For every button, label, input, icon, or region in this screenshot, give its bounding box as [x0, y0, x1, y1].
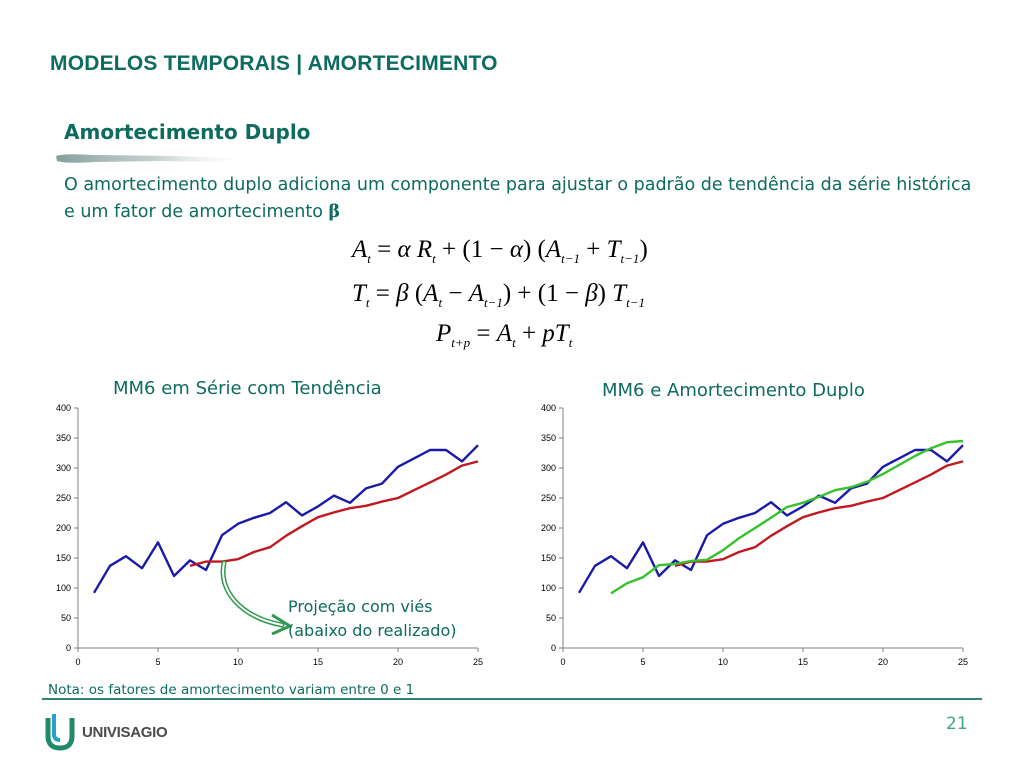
footnote: Nota: os fatores de amortecimento variam… — [48, 682, 415, 698]
y-tick-label: 100 — [56, 583, 71, 593]
x-tick-label: 20 — [878, 657, 888, 667]
y-tick-label: 250 — [56, 493, 71, 503]
y-tick-label: 150 — [541, 553, 556, 563]
series-line-2 — [189, 460, 479, 567]
chart-1-title: MM6 em Série com Tendência — [113, 378, 382, 399]
y-tick-label: 200 — [541, 523, 556, 533]
x-tick-label: 5 — [640, 657, 645, 667]
y-tick-label: 50 — [61, 613, 71, 623]
y-tick-label: 150 — [56, 553, 71, 563]
series-line-1 — [92, 444, 479, 594]
brush-stroke-decoration — [56, 154, 232, 163]
x-tick-label: 15 — [798, 657, 808, 667]
annotation-text: Projeção com viés (abaixo do realizado) — [288, 595, 457, 643]
chart-2-title: MM6 e Amortecimento Duplo — [602, 380, 865, 401]
chart-mm6-damped: 0 50 100 150 200 250 300 350 400 0 5 10 15 20 25 — [541, 403, 968, 667]
annotation-line-1: Projeção com viés — [288, 597, 433, 616]
beta-symbol: β — [328, 202, 341, 222]
y-tick-label: 0 — [551, 643, 556, 653]
chart-mm6-trend: 0 50 100 150 200 250 300 350 400 0 5 10 15 20 25 — [56, 403, 483, 667]
page-number: 21 — [946, 714, 968, 734]
x-tick-label: 0 — [560, 657, 565, 667]
annotation-arrow — [220, 560, 292, 635]
y-tick-label: 50 — [546, 613, 556, 623]
univisagio-logo-text: UNIVISAGIO — [82, 724, 168, 741]
y-tick-label: 0 — [66, 643, 71, 653]
y-tick-label: 350 — [56, 433, 71, 443]
x-tick-label: 10 — [718, 657, 728, 667]
y-tick-label: 350 — [541, 433, 556, 443]
univisagio-logo-icon — [45, 714, 75, 751]
x-tick-label: 25 — [958, 657, 968, 667]
series-line-3 — [610, 439, 964, 595]
x-tick-label: 20 — [393, 657, 403, 667]
equation-level: At = α Rt + (1 − α) (At−1 + Tt−1) — [352, 236, 648, 266]
y-tick-label: 400 — [541, 403, 556, 413]
x-tick-label: 10 — [233, 657, 243, 667]
y-tick-label: 200 — [56, 523, 71, 533]
intro-text: O amortecimento duplo adiciona um compon… — [64, 175, 972, 222]
section-title: Amortecimento Duplo — [64, 120, 311, 144]
y-tick-label: 300 — [541, 463, 556, 473]
x-tick-label: 15 — [313, 657, 323, 667]
y-tick-label: 300 — [56, 463, 71, 473]
equation-projection: Pt+p = At + pTt — [436, 320, 573, 350]
x-tick-label: 25 — [473, 657, 483, 667]
equation-trend: Tt = β (At − At−1) + (1 − β) Tt−1 — [352, 280, 646, 310]
footer-divider — [42, 698, 982, 700]
y-tick-label: 100 — [541, 583, 556, 593]
series-line-2 — [674, 460, 964, 567]
y-tick-label: 400 — [56, 403, 71, 413]
intro-paragraph: O amortecimento duplo adiciona um compon… — [64, 172, 974, 226]
x-tick-label: 0 — [75, 657, 80, 667]
series-line-1 — [577, 444, 964, 594]
y-tick-label: 250 — [541, 493, 556, 503]
page-title: MODELOS TEMPORAIS | AMORTECIMENTO — [50, 52, 498, 75]
annotation-line-2: (abaixo do realizado) — [288, 621, 457, 640]
x-tick-label: 5 — [155, 657, 160, 667]
